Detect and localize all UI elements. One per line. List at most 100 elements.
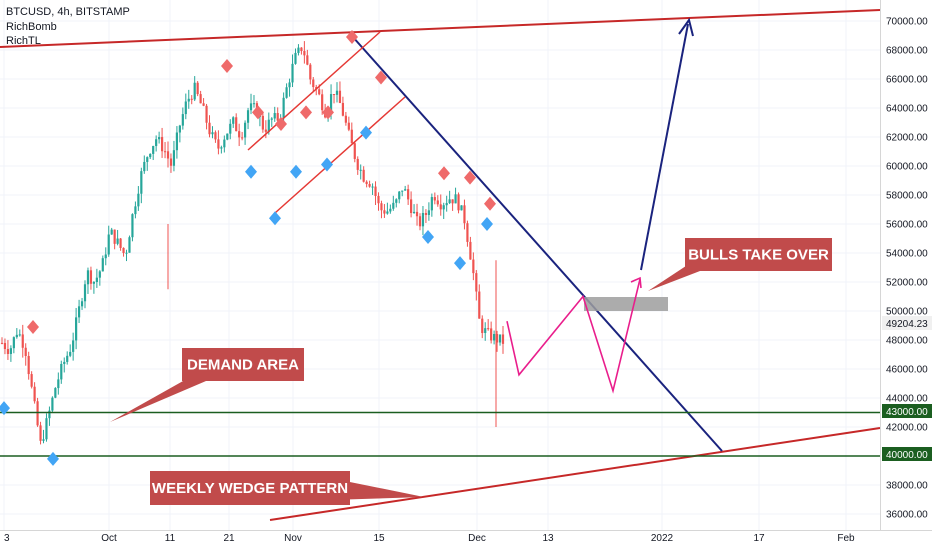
signal-markers <box>0 29 496 466</box>
candle-body <box>264 129 267 132</box>
candle-body <box>24 347 27 356</box>
candle-body <box>15 334 18 338</box>
candle-body <box>487 328 490 330</box>
demand-area-callout-label: DEMAND AREA <box>187 357 299 374</box>
candle-body <box>9 348 12 354</box>
candle-body <box>321 94 324 111</box>
candle-body <box>137 193 140 207</box>
candle-body <box>92 281 95 284</box>
candle-body <box>424 213 428 215</box>
level-43000-badge: 43000.00 <box>882 404 932 418</box>
candle-body <box>86 270 90 285</box>
candle-body <box>318 89 321 95</box>
y-tick-label: 56000.00 <box>886 220 928 231</box>
candle-body <box>184 101 187 115</box>
projection-path <box>506 278 641 394</box>
channel-lower-line <box>274 96 406 214</box>
sell-signal-diamond <box>300 105 312 120</box>
y-tick-label: 36000.00 <box>886 510 928 521</box>
y-tick-label: 38000.00 <box>886 481 928 492</box>
sell-signal-diamond <box>322 105 334 120</box>
bulls-take-over-callout-label: BULLS TAKE OVER <box>688 247 829 264</box>
indicator-richbomb[interactable]: RichBomb <box>6 21 57 33</box>
candle-body <box>395 199 398 203</box>
bulls-take-over-callout-box <box>685 238 832 271</box>
candle-body <box>252 103 256 105</box>
time-axis[interactable]: 3 Oct 11 21 Nov 15 Dec 13 2022 17 Feb <box>4 533 855 544</box>
y-tick-label: 46000.00 <box>886 365 928 376</box>
candle-body <box>190 98 193 100</box>
trendlines <box>0 9 881 521</box>
candle-body <box>430 197 433 211</box>
candle-body <box>350 129 353 144</box>
candle-body <box>442 205 445 210</box>
candle-body <box>457 194 460 211</box>
candle-body <box>60 363 63 380</box>
candle-body <box>208 122 211 135</box>
y-tick-label: 58000.00 <box>886 191 928 202</box>
candle-body <box>199 94 202 104</box>
candle-body <box>128 237 131 253</box>
candle-body <box>66 355 69 362</box>
indicator-richtl[interactable]: RichTL <box>6 35 41 47</box>
candle-body <box>365 181 368 185</box>
candle-body <box>83 284 87 302</box>
candle-body <box>356 158 359 170</box>
candle-body <box>238 131 241 138</box>
annotations: DEMAND AREA WEEKLY WEDGE PATTERN BULLS TAK… <box>110 238 832 505</box>
price-axis[interactable]: 36000.00 38000.00 40000.00 42000.00 44000.00… <box>886 17 928 521</box>
resistance-zone <box>584 297 668 311</box>
buy-signal-diamond <box>0 401 10 416</box>
candle-body <box>69 351 72 356</box>
weekly-wedge-callout-label: WEEKLY WEDGE PATTERN <box>152 480 348 497</box>
buy-signal-diamond <box>422 230 434 245</box>
candle-body <box>359 169 362 171</box>
sell-signal-diamond <box>252 105 264 120</box>
y-tick-label: 68000.00 <box>886 46 928 57</box>
candle-body <box>490 328 493 341</box>
candle-body <box>389 208 392 212</box>
candle-body <box>368 184 371 187</box>
level-43000-label: 43000.00 <box>886 407 928 418</box>
candle-body <box>362 169 365 182</box>
candle-body <box>383 210 386 214</box>
weekly-wedge-callout-pointer <box>330 478 424 500</box>
candle-body <box>407 189 410 200</box>
candle-body <box>380 203 383 211</box>
candle-body <box>398 191 401 200</box>
candle-body <box>306 55 309 65</box>
candle-body <box>217 139 220 149</box>
demand-area-callout-pointer <box>110 376 206 422</box>
y-tick-label: 60000.00 <box>886 162 928 173</box>
last-price-label: 49204.23 <box>886 319 928 330</box>
x-tick-label: Oct <box>101 533 117 544</box>
candle-body <box>80 301 84 307</box>
candle-body <box>166 151 170 159</box>
candle-body <box>42 439 45 441</box>
wedge-top-line <box>0 9 881 48</box>
candle-body <box>155 139 158 147</box>
level-40000-badge: 40000.00 <box>882 447 932 461</box>
y-tick-label: 48000.00 <box>886 336 928 347</box>
candle-body <box>445 203 448 206</box>
buy-signal-diamond <box>269 211 281 226</box>
candle-body <box>451 199 454 204</box>
candle-body <box>285 87 288 98</box>
candle-body <box>404 189 407 191</box>
candle-body <box>163 151 167 153</box>
candle-body <box>466 223 469 242</box>
candle-body <box>433 197 436 201</box>
candle-body <box>401 190 404 192</box>
candle-body <box>202 103 205 106</box>
candle-body <box>410 199 413 214</box>
candle-body <box>36 401 39 426</box>
candle-body <box>169 158 173 166</box>
candle-body <box>18 334 21 336</box>
candle-body <box>51 397 54 411</box>
candle-body <box>54 388 57 398</box>
candle-body <box>143 161 146 172</box>
candle-body <box>478 291 481 319</box>
y-tick-label: 66000.00 <box>886 75 928 86</box>
candle-body <box>116 238 119 244</box>
